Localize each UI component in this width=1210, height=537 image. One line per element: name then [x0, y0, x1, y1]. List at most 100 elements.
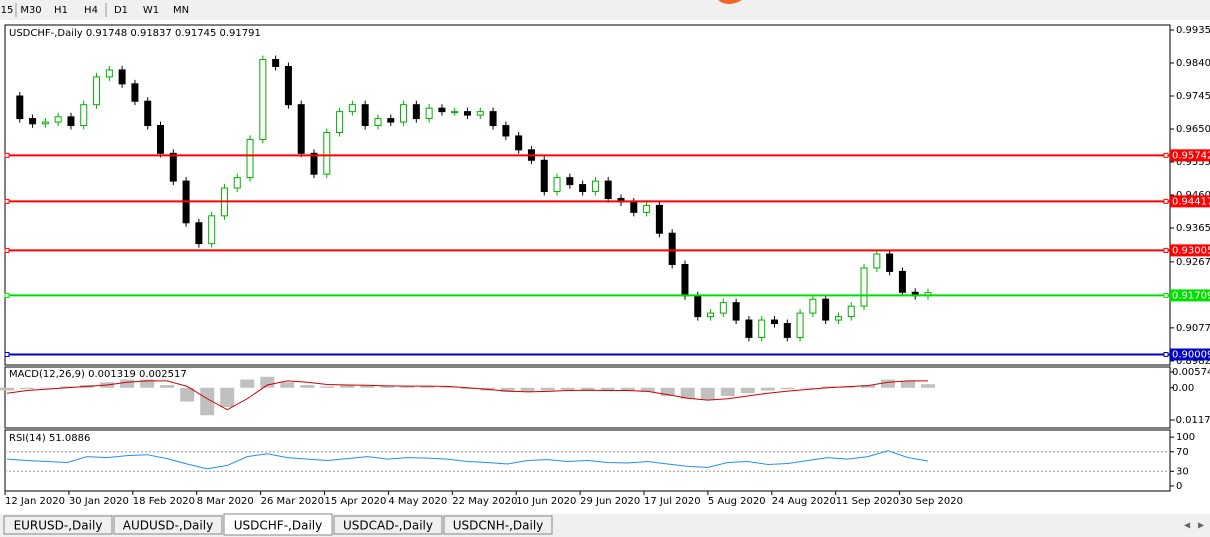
- macd-bar: [780, 387, 795, 390]
- macd-bar: [60, 386, 75, 388]
- macd-bar: [820, 386, 835, 388]
- macd-bar: [560, 387, 575, 390]
- candle-body: [822, 298, 830, 321]
- timeframe-button[interactable]: M30: [20, 5, 41, 16]
- candle-body: [847, 305, 855, 318]
- chart-tab[interactable]: [443, 515, 553, 535]
- macd-bar: [120, 379, 135, 388]
- timeframe-button[interactable]: 15: [1, 5, 14, 16]
- candle-body: [297, 104, 305, 154]
- candle-body: [144, 100, 152, 127]
- date-label: 29 Jun 2020: [580, 496, 640, 507]
- candle-body: [540, 159, 548, 193]
- level-handle: [1163, 247, 1169, 253]
- chart-tab[interactable]: [223, 513, 333, 536]
- candle-body: [745, 319, 753, 338]
- macd-bar: [580, 387, 595, 390]
- candle-body: [771, 319, 778, 325]
- candle-body: [118, 69, 126, 85]
- candle-body: [873, 253, 881, 269]
- level-label: 0.94417: [1172, 196, 1210, 207]
- logo-fragment: [718, 0, 742, 4]
- candle-body: [323, 131, 331, 175]
- candle-body: [131, 83, 139, 102]
- candle-body: [41, 121, 49, 125]
- date-label: 8 Mar 2020: [197, 496, 254, 507]
- chart-tab-label[interactable]: EURUSD-,Daily: [14, 519, 103, 533]
- macd-bar: [660, 387, 675, 397]
- macd-bar: [0, 387, 14, 391]
- candle-body: [387, 118, 395, 123]
- candle-body: [400, 104, 408, 123]
- timeframe-button[interactable]: D1: [114, 5, 128, 16]
- candle-body: [374, 118, 382, 127]
- date-label: 24 Aug 2020: [772, 496, 836, 507]
- date-label: 5 Aug 2020: [708, 496, 766, 507]
- timeframe-button[interactable]: MN: [173, 5, 189, 16]
- macd-bar: [540, 387, 555, 391]
- candle-body: [809, 298, 817, 314]
- candle-body: [16, 95, 24, 120]
- candle-body: [233, 177, 241, 189]
- candle-body: [361, 104, 369, 127]
- candle-body: [412, 104, 420, 120]
- scroll-right[interactable]: ▶: [1198, 521, 1205, 530]
- macd-bar: [600, 387, 615, 391]
- candle-body: [860, 267, 868, 307]
- chart-header: USDCHF-,Daily 0.91748 0.91837 0.91745 0.…: [9, 28, 261, 39]
- candle-body: [464, 111, 471, 116]
- chart-tab-label[interactable]: USDCNH-,Daily: [453, 519, 544, 533]
- candle-body: [732, 302, 740, 321]
- candle-body: [758, 319, 766, 338]
- timeframe-button[interactable]: H4: [84, 5, 98, 16]
- macd-bar: [860, 385, 875, 388]
- macd-bar: [240, 379, 255, 388]
- macd-bar: [20, 387, 35, 390]
- rsi-tick-label: 0: [1176, 481, 1182, 492]
- chart-tab-label[interactable]: AUDUSD-,Daily: [123, 519, 213, 533]
- level-label-box: [1170, 195, 1210, 208]
- macd-bar: [740, 387, 755, 394]
- level-handle: [1163, 152, 1169, 158]
- timeframe-button[interactable]: H1: [54, 5, 68, 16]
- candle-body: [246, 138, 254, 179]
- level-label-box: [1170, 289, 1210, 302]
- macd-bar: [500, 387, 515, 392]
- candle-body: [54, 116, 62, 123]
- candle-body: [604, 180, 612, 199]
- candle-body: [668, 232, 676, 265]
- candle-body: [707, 312, 715, 318]
- macd-bar: [200, 387, 215, 416]
- candle-body: [157, 125, 164, 154]
- date-label: 17 Jul 2020: [644, 496, 701, 507]
- candle-body: [515, 135, 523, 151]
- timeframe-button[interactable]: W1: [143, 5, 159, 16]
- candle-body: [834, 316, 842, 321]
- level-handle: [4, 198, 10, 204]
- date-label: 22 May 2020: [452, 496, 517, 507]
- macd-bar: [720, 387, 735, 397]
- candle-body: [643, 204, 651, 213]
- price-panel: [4, 24, 1171, 366]
- macd-signal: [6, 380, 928, 411]
- chart-tab[interactable]: [333, 515, 443, 535]
- scroll-left[interactable]: ◀: [1184, 521, 1191, 530]
- date-label: 30 Sep 2020: [900, 496, 963, 507]
- macd-bar: [460, 387, 475, 390]
- chart-tab-label[interactable]: USDCHF-,Daily: [234, 519, 322, 533]
- date-label: 26 Mar 2020: [261, 496, 324, 507]
- level-label-box: [1170, 348, 1210, 361]
- date-label: 4 May 2020: [388, 496, 447, 507]
- macd-bar: [340, 385, 355, 388]
- macd-bar: [700, 387, 715, 401]
- macd-bar: [880, 379, 895, 388]
- level-label: 0.95742: [1172, 150, 1210, 161]
- chart-tab-label[interactable]: USDCAD-,Daily: [343, 519, 433, 533]
- chart-tab[interactable]: [113, 515, 223, 535]
- rsi-tick-label: 30: [1176, 466, 1189, 477]
- level-handle: [4, 152, 10, 158]
- chart-tab[interactable]: [3, 515, 113, 535]
